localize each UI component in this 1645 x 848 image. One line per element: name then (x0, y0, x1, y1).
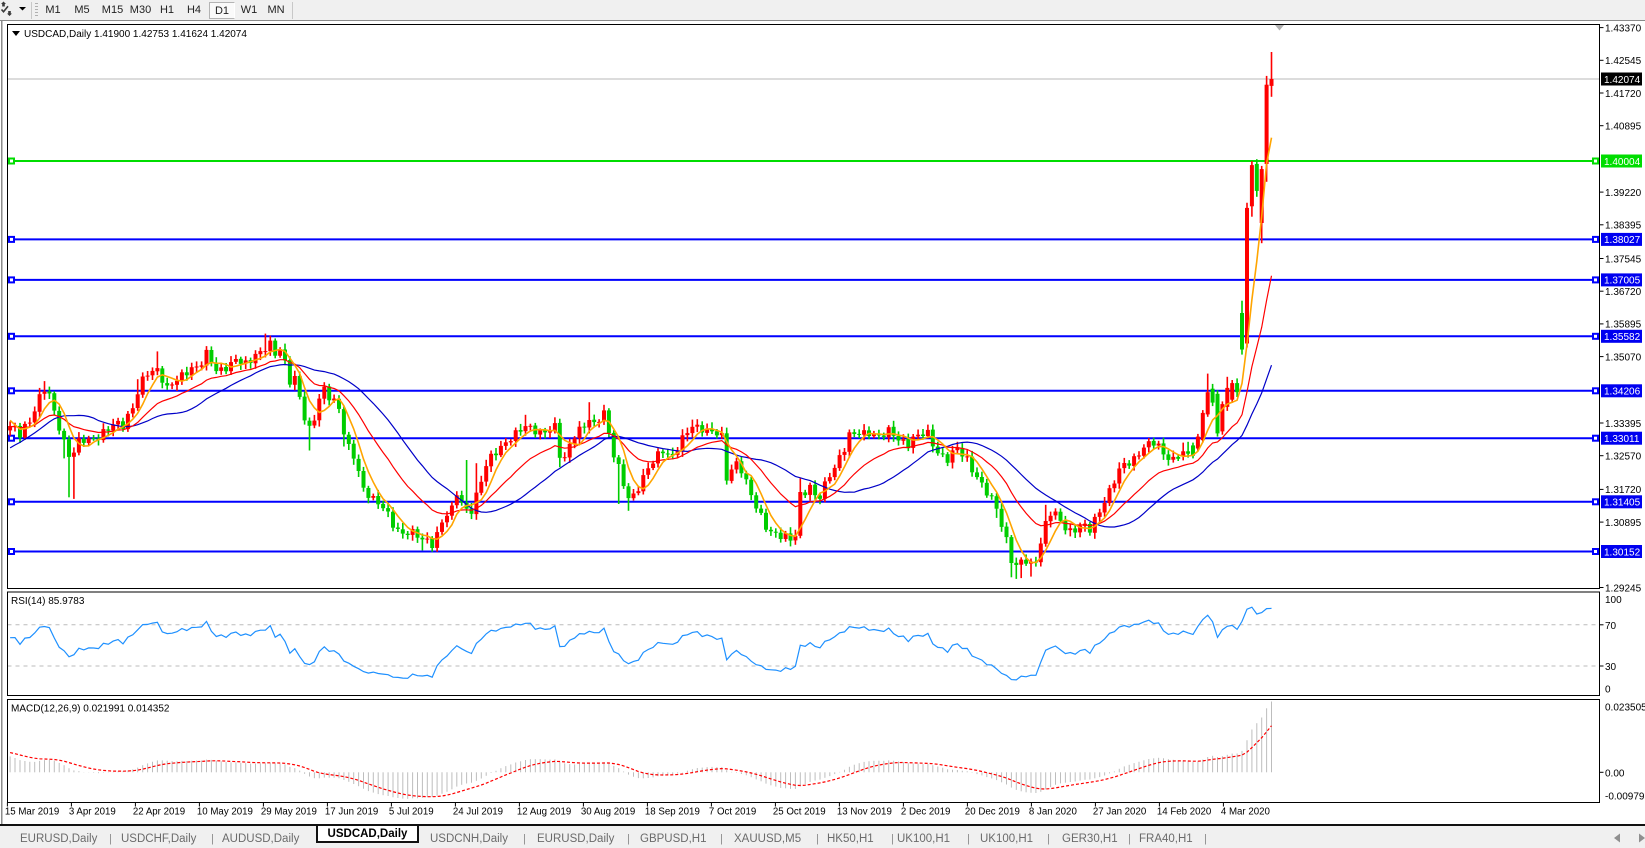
svg-text:1.42545: 1.42545 (1605, 56, 1642, 67)
svg-text:1.35582: 1.35582 (1604, 332, 1641, 343)
svg-text:25 Oct 2019: 25 Oct 2019 (773, 807, 826, 818)
svg-text:4 Mar 2020: 4 Mar 2020 (1221, 807, 1271, 818)
svg-text:14 Feb 2020: 14 Feb 2020 (1157, 807, 1212, 818)
svg-text:1.30152: 1.30152 (1604, 547, 1641, 558)
svg-text:10 May 2019: 10 May 2019 (197, 807, 253, 818)
svg-text:-0.009795: -0.009795 (1605, 792, 1645, 803)
svg-text:1.34206: 1.34206 (1604, 387, 1641, 398)
svg-text:1.39220: 1.39220 (1605, 188, 1642, 199)
svg-text:1.31720: 1.31720 (1605, 485, 1642, 496)
svg-text:5 Jul 2019: 5 Jul 2019 (389, 807, 434, 818)
svg-text:70: 70 (1605, 621, 1617, 632)
svg-text:0.023505: 0.023505 (1605, 703, 1645, 714)
svg-text:1.38395: 1.38395 (1605, 221, 1642, 232)
svg-text:1.42074: 1.42074 (1604, 75, 1641, 86)
svg-text:1.38027: 1.38027 (1604, 235, 1641, 246)
svg-text:2 Dec 2019: 2 Dec 2019 (901, 807, 951, 818)
svg-text:20 Dec 2019: 20 Dec 2019 (965, 807, 1020, 818)
svg-text:1.29245: 1.29245 (1605, 583, 1642, 594)
svg-text:100: 100 (1605, 595, 1622, 606)
svg-text:29 May 2019: 29 May 2019 (261, 807, 317, 818)
svg-text:RSI(14) 85.9783: RSI(14) 85.9783 (11, 596, 85, 607)
svg-text:1.36720: 1.36720 (1605, 287, 1642, 298)
svg-text:24 Jul 2019: 24 Jul 2019 (453, 807, 503, 818)
svg-text:1.40895: 1.40895 (1605, 122, 1642, 133)
svg-text:12 Aug 2019: 12 Aug 2019 (517, 807, 571, 818)
svg-text:8 Jan 2020: 8 Jan 2020 (1029, 807, 1078, 818)
svg-text:22 Apr 2019: 22 Apr 2019 (133, 807, 185, 818)
svg-text:1.43370: 1.43370 (1605, 23, 1642, 34)
svg-text:17 Jun 2019: 17 Jun 2019 (325, 807, 378, 818)
svg-text:1.37545: 1.37545 (1605, 254, 1642, 265)
svg-text:15 Mar 2019: 15 Mar 2019 (5, 807, 59, 818)
svg-text:1.37005: 1.37005 (1604, 276, 1641, 287)
svg-text:1.40004: 1.40004 (1604, 157, 1641, 168)
svg-text:1.30895: 1.30895 (1605, 518, 1642, 529)
svg-text:3 Apr 2019: 3 Apr 2019 (69, 807, 116, 818)
svg-text:1.31405: 1.31405 (1604, 498, 1641, 509)
svg-text:30 Aug 2019: 30 Aug 2019 (581, 807, 635, 818)
svg-text:13 Nov 2019: 13 Nov 2019 (837, 807, 892, 818)
svg-text:27 Jan 2020: 27 Jan 2020 (1093, 807, 1147, 818)
svg-text:USDCAD,Daily 1.41900 1.42753: USDCAD,Daily 1.41900 1.42753 1.41624 1.4… (24, 29, 247, 40)
svg-text:1.32570: 1.32570 (1605, 452, 1642, 463)
svg-text:1.33011: 1.33011 (1604, 434, 1640, 445)
svg-text:0: 0 (1605, 685, 1611, 696)
svg-text:18 Sep 2019: 18 Sep 2019 (645, 807, 700, 818)
svg-text:MACD(12,26,9) 0.021991 0.01435: MACD(12,26,9) 0.021991 0.014352 (11, 704, 170, 715)
svg-text:1.35895: 1.35895 (1605, 320, 1642, 331)
svg-text:0.00: 0.00 (1605, 768, 1625, 779)
svg-text:1.41720: 1.41720 (1605, 89, 1642, 100)
svg-text:30: 30 (1605, 662, 1617, 673)
svg-text:7 Oct 2019: 7 Oct 2019 (709, 807, 756, 818)
svg-text:1.35070: 1.35070 (1605, 352, 1642, 363)
svg-text:1.33395: 1.33395 (1605, 419, 1642, 430)
